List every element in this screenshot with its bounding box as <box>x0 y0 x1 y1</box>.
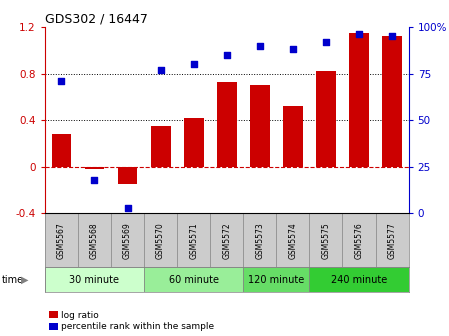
Bar <box>52 134 71 167</box>
Text: GSM5569: GSM5569 <box>123 222 132 259</box>
Text: GSM5577: GSM5577 <box>387 222 396 259</box>
Text: GSM5567: GSM5567 <box>57 222 66 259</box>
Bar <box>382 36 402 167</box>
Text: 120 minute: 120 minute <box>248 275 304 285</box>
Bar <box>45 267 144 292</box>
Text: 30 minute: 30 minute <box>70 275 119 285</box>
Bar <box>309 267 409 292</box>
Bar <box>250 85 270 167</box>
Text: ▶: ▶ <box>21 275 28 285</box>
Bar <box>349 33 369 167</box>
Bar <box>184 118 203 167</box>
Text: time: time <box>2 275 24 285</box>
Bar <box>118 167 137 184</box>
Bar <box>151 126 171 167</box>
Point <box>322 39 330 44</box>
Point <box>157 67 164 73</box>
Bar <box>84 167 105 169</box>
Text: GSM5574: GSM5574 <box>288 222 297 259</box>
Bar <box>217 82 237 167</box>
Bar <box>283 106 303 167</box>
Text: GSM5573: GSM5573 <box>255 222 264 259</box>
Text: GDS302 / 16447: GDS302 / 16447 <box>45 13 148 26</box>
Text: GSM5571: GSM5571 <box>189 222 198 259</box>
Point <box>289 47 296 52</box>
Bar <box>316 71 336 167</box>
Text: 60 minute: 60 minute <box>169 275 219 285</box>
Point <box>388 34 396 39</box>
Point <box>223 52 230 57</box>
Legend: log ratio, percentile rank within the sample: log ratio, percentile rank within the sa… <box>49 311 214 332</box>
Point <box>124 205 131 210</box>
Point <box>190 61 197 67</box>
Text: GSM5576: GSM5576 <box>355 222 364 259</box>
Point <box>58 78 65 84</box>
Bar <box>243 267 309 292</box>
Text: GSM5568: GSM5568 <box>90 222 99 259</box>
Text: GSM5575: GSM5575 <box>321 222 330 259</box>
Text: GSM5570: GSM5570 <box>156 222 165 259</box>
Text: GSM5572: GSM5572 <box>222 222 231 259</box>
Point <box>356 32 363 37</box>
Point <box>256 43 264 48</box>
Bar <box>144 267 243 292</box>
Point <box>91 177 98 182</box>
Text: 240 minute: 240 minute <box>331 275 387 285</box>
